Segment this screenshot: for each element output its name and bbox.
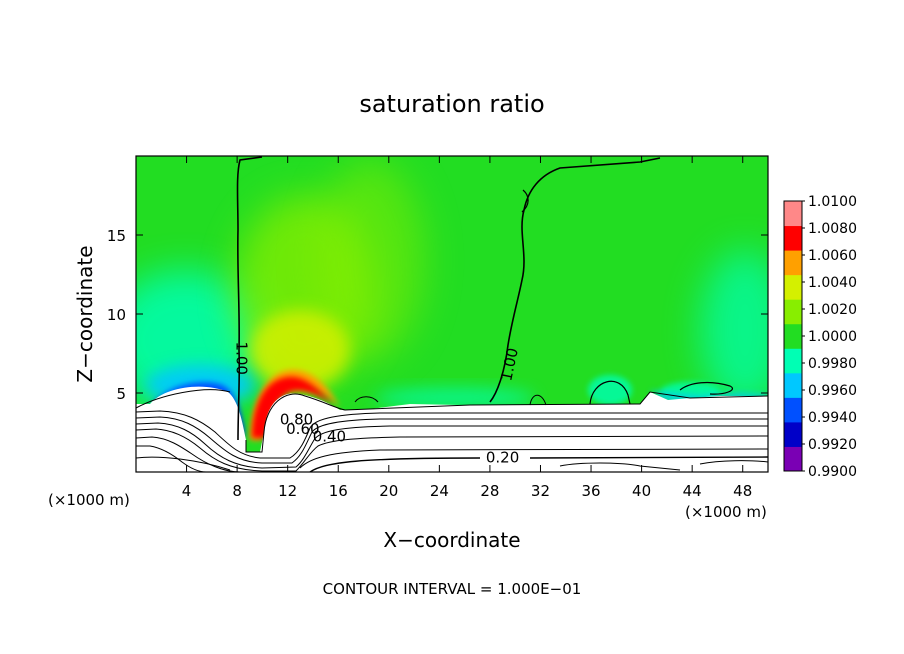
- contour-interval-note: CONTOUR INTERVAL = 1.000E−01: [323, 580, 582, 598]
- contour-label: 0.20: [486, 448, 519, 466]
- contour-line: [699, 460, 768, 465]
- x-axis-unit-left: (×1000 m): [48, 491, 130, 509]
- field-blob: [252, 376, 334, 438]
- contour-line: [354, 396, 379, 403]
- colorbar-swatch: [784, 348, 802, 374]
- contour-line: [309, 456, 768, 472]
- colorbar-swatch: [784, 250, 802, 276]
- x-axis-label: X−coordinate: [383, 528, 520, 552]
- contour-line: [136, 428, 768, 472]
- colorbar-swatch: [784, 421, 802, 447]
- contour-line: [489, 157, 661, 403]
- contour-line: [136, 422, 768, 469]
- field-blob: [315, 160, 425, 360]
- colorbar-swatch: [784, 323, 802, 349]
- y-tick-label: 10: [107, 306, 126, 324]
- colorbar-label: 1.0100: [808, 194, 857, 210]
- colorbar-swatch: [784, 397, 802, 423]
- y-axis-label: Z−coordinate: [73, 245, 97, 382]
- contour-line: [236, 156, 263, 441]
- x-tick-label: 32: [531, 482, 550, 500]
- colorbar-label: 0.9900: [808, 464, 857, 480]
- colorbar-label: 1.0020: [808, 302, 857, 318]
- colorbar-swatch: [784, 274, 802, 300]
- contour-line: [136, 410, 768, 459]
- colorbar-swatch: [784, 201, 802, 227]
- contour-line: [679, 381, 733, 395]
- x-tick-label: 48: [733, 482, 752, 500]
- colorbar-label: 0.9960: [808, 383, 857, 399]
- contour-line: [136, 456, 231, 471]
- contour-label: 0.80: [280, 410, 313, 428]
- x-tick-label: 16: [329, 482, 348, 500]
- colorbar-label: 1.0080: [808, 221, 857, 237]
- contour-line: [521, 189, 529, 213]
- x-tick-label: 24: [430, 482, 449, 500]
- x-tick-label: 40: [632, 482, 651, 500]
- colorbar: 0.9900 0.9920 0.9940 0.9960 0.9980 1.0000 1.00…: [783, 194, 857, 480]
- contour-line: [136, 445, 207, 472]
- x-tick-label: 36: [581, 482, 600, 500]
- y-tick-label: 15: [107, 227, 126, 245]
- x-tick-label: 8: [232, 482, 242, 500]
- x-tick-label: 12: [278, 482, 297, 500]
- contour-label: 1.00: [232, 342, 250, 375]
- x-tick-label: 28: [480, 482, 499, 500]
- contour-label: 0.60: [286, 420, 319, 438]
- x-tick-label: 20: [379, 482, 398, 500]
- contour-lines: [136, 156, 768, 472]
- colorbar-swatch: [784, 225, 802, 251]
- colorbar-label: 0.9940: [808, 410, 857, 426]
- plot-area: 1.00 1.000.800.600.400.20: [136, 156, 768, 472]
- x-tick-label: 4: [182, 482, 192, 500]
- contour-line: [589, 380, 631, 405]
- x-axis-unit-right: (×1000 m): [685, 503, 767, 521]
- colorbar-label: 1.0040: [808, 275, 857, 291]
- sub-saturated-region: [136, 386, 768, 472]
- colorbar-swatch: [784, 299, 802, 325]
- colorbar-label: 1.0060: [808, 248, 857, 264]
- chart-title: saturation ratio: [359, 90, 544, 118]
- field-blob: [700, 250, 768, 410]
- colorbar-label: 1.0000: [808, 329, 857, 345]
- y-axis: 5 10 15: [107, 227, 768, 403]
- contour-line: [299, 448, 768, 469]
- field-blob: [250, 310, 350, 390]
- colorbar-swatch: [784, 372, 802, 398]
- contour-line: [529, 394, 547, 406]
- colorbar-label: 0.9980: [808, 356, 857, 372]
- contour-label: 0.40: [313, 428, 346, 446]
- colorbar-swatch: [784, 446, 802, 472]
- contour-line: [559, 462, 681, 471]
- contour-line: [136, 416, 768, 464]
- contour-line: [136, 436, 241, 472]
- x-axis: 4 8 12 16 20 24 28 32 36 40 44 48: [182, 156, 752, 500]
- contour-line: [136, 389, 768, 453]
- y-tick-label: 5: [116, 385, 126, 403]
- contour-labels: 1.00 1.000.800.600.400.20: [232, 342, 522, 467]
- colorbar-label: 0.9920: [808, 437, 857, 453]
- x-tick-label: 44: [683, 482, 702, 500]
- field-blob: [588, 375, 632, 405]
